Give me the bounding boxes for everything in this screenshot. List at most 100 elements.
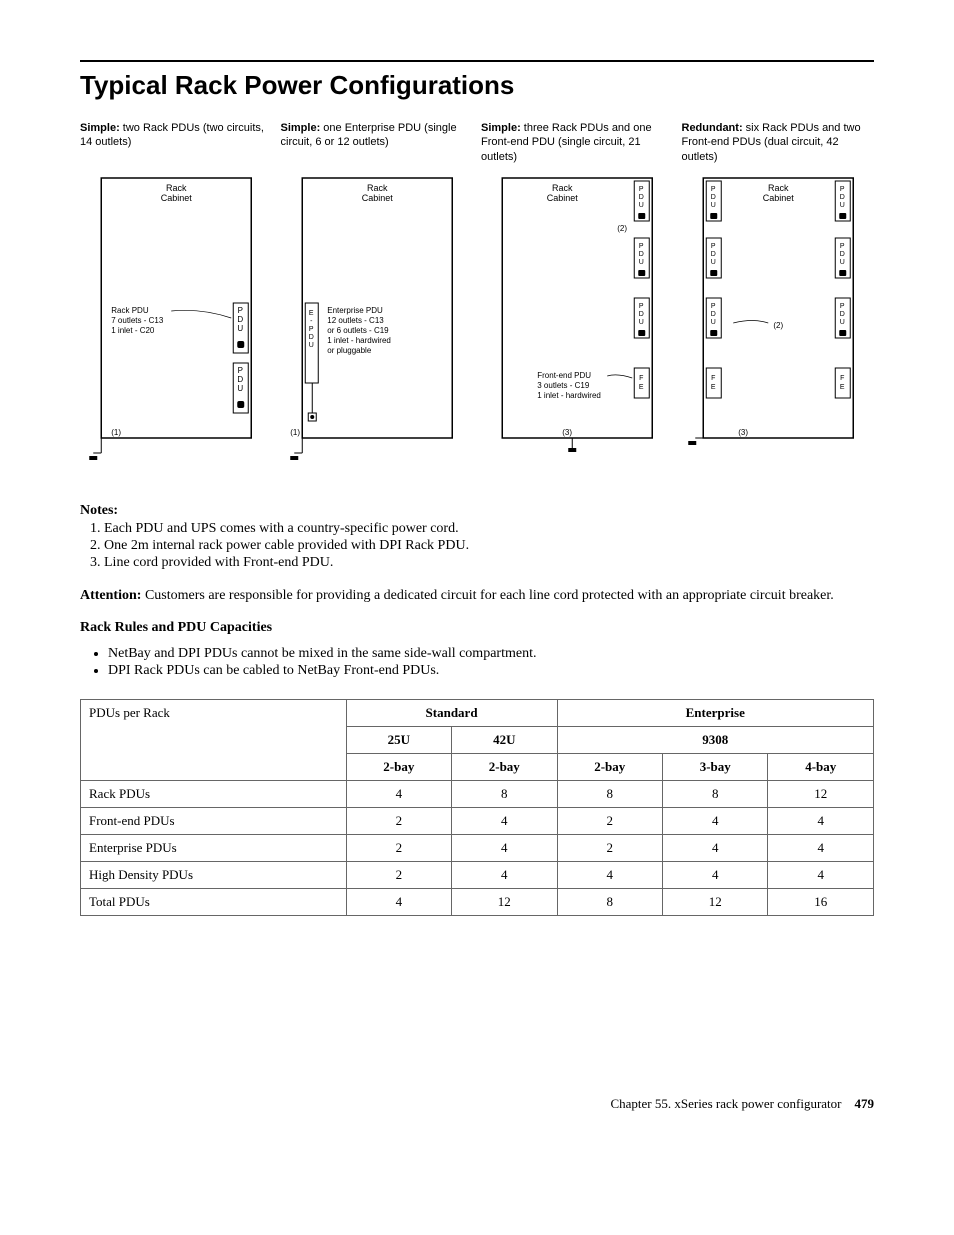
svg-text:D: D	[639, 194, 644, 201]
diagram-row: Simple: two Rack PDUs (two circuits, 14 …	[80, 121, 874, 473]
svg-text:Rack: Rack	[366, 183, 387, 193]
svg-text:Cabinet: Cabinet	[762, 193, 794, 203]
svg-text:U: U	[839, 202, 844, 209]
table-cell: 4	[346, 780, 451, 807]
svg-text:U: U	[237, 324, 243, 333]
rule-item: NetBay and DPI PDUs cannot be mixed in t…	[108, 646, 874, 662]
notes-section: Notes: Each PDU and UPS comes with a cou…	[80, 503, 874, 571]
svg-text:(3): (3)	[562, 428, 572, 437]
note-item: One 2m internal rack power cable provide…	[104, 538, 874, 554]
table-cell: 2	[557, 834, 662, 861]
col-header: 42U	[452, 726, 557, 753]
svg-text:Cabinet: Cabinet	[361, 193, 393, 203]
svg-text:P: P	[639, 243, 644, 250]
table-cell: 4	[662, 834, 767, 861]
svg-text:Enterprise PDU: Enterprise PDU	[327, 306, 383, 315]
page-footer: Chapter 55. xSeries rack power configura…	[80, 1096, 874, 1112]
svg-text:or pluggable: or pluggable	[327, 346, 372, 355]
svg-text:Rack: Rack	[767, 183, 788, 193]
svg-text:P: P	[308, 326, 313, 333]
table-cell: 4	[557, 861, 662, 888]
svg-text:D: D	[710, 251, 715, 258]
svg-text:U: U	[639, 259, 644, 266]
table-cell: 8	[452, 780, 557, 807]
svg-text:F: F	[639, 375, 643, 382]
svg-text:U: U	[710, 259, 715, 266]
table-cell: 4	[452, 834, 557, 861]
table-cell: 2	[346, 807, 451, 834]
table-cell: 8	[662, 780, 767, 807]
svg-text:3 outlets - C19: 3 outlets - C19	[537, 381, 590, 390]
note-item: Each PDU and UPS comes with a country-sp…	[104, 521, 874, 537]
table-cell: 2	[346, 861, 451, 888]
svg-text:P: P	[839, 186, 844, 193]
col-header: 25U	[346, 726, 451, 753]
pdu-capacity-table: PDUs per Rack Standard Enterprise 25U 42…	[80, 699, 874, 916]
svg-text:1 inlet - hardwired: 1 inlet - hardwired	[327, 336, 391, 345]
svg-text:(3): (3)	[738, 428, 748, 437]
svg-text:P: P	[639, 303, 644, 310]
svg-text:Cabinet: Cabinet	[161, 193, 193, 203]
svg-text:F: F	[840, 375, 844, 382]
diagram-redundant: Redundant: six Rack PDUs and two Front-e…	[682, 121, 875, 473]
col-header: 2-bay	[452, 753, 557, 780]
rack-diagram-icon: Rack Cabinet PDU PDU PDU FE PDU	[682, 173, 875, 473]
svg-text:(1): (1)	[111, 428, 121, 437]
svg-text:or 6 outlets - C19: or 6 outlets - C19	[327, 326, 389, 335]
col-header: 2-bay	[346, 753, 451, 780]
svg-text:D: D	[237, 315, 243, 324]
table-cell: 4	[452, 807, 557, 834]
table-cell: 12	[452, 888, 557, 915]
diagram-title: Simple: one Enterprise PDU (single circu…	[281, 121, 474, 165]
diagram-simple-two-rack: Simple: two Rack PDUs (two circuits, 14 …	[80, 121, 273, 473]
svg-text:U: U	[308, 342, 313, 349]
svg-text:U: U	[839, 319, 844, 326]
svg-text:F: F	[711, 375, 715, 382]
diagram-simple-enterprise: Simple: one Enterprise PDU (single circu…	[281, 121, 474, 473]
col-header: Standard	[346, 699, 557, 726]
svg-text:12 outlets - C13: 12 outlets - C13	[327, 316, 384, 325]
col-header: Enterprise	[557, 699, 873, 726]
table-row: Rack PDUs488812	[81, 780, 874, 807]
table-cell: 4	[662, 861, 767, 888]
svg-text:1 inlet - hardwired: 1 inlet - hardwired	[537, 391, 601, 400]
svg-text:D: D	[839, 311, 844, 318]
diagram-title: Simple: three Rack PDUs and one Front-en…	[481, 121, 674, 165]
table-cell: 8	[557, 780, 662, 807]
row-label: Rack PDUs	[81, 780, 347, 807]
svg-text:D: D	[710, 311, 715, 318]
table-row: Total PDUs41281216	[81, 888, 874, 915]
svg-text:D: D	[237, 375, 243, 384]
svg-text:U: U	[237, 384, 243, 393]
svg-text:1 inlet - C20: 1 inlet - C20	[111, 326, 155, 335]
rules-bullets: NetBay and DPI PDUs cannot be mixed in t…	[80, 646, 874, 679]
svg-text:E: E	[639, 384, 644, 391]
svg-text:D: D	[710, 194, 715, 201]
attention-paragraph: Attention: Customers are responsible for…	[80, 587, 874, 606]
table-cell: 12	[662, 888, 767, 915]
col-header: 9308	[557, 726, 873, 753]
footer-chapter: Chapter 55. xSeries rack power configura…	[610, 1096, 841, 1111]
svg-text:E: E	[308, 310, 313, 317]
table-cell: 4	[346, 888, 451, 915]
rack-diagram-icon: Rack Cabinet P D U P D U Rack PDU 7 outl…	[80, 173, 273, 473]
diagram-title: Redundant: six Rack PDUs and two Front-e…	[682, 121, 875, 165]
rack-diagram-icon: Rack Cabinet E - P D U Enterprise PDU 12…	[281, 173, 474, 473]
rules-heading: Rack Rules and PDU Capacities	[80, 620, 874, 636]
table-row: Enterprise PDUs24244	[81, 834, 874, 861]
table-cell: 4	[768, 807, 874, 834]
table-cell: 2	[346, 834, 451, 861]
table-cell: 16	[768, 888, 874, 915]
svg-text:Rack: Rack	[166, 183, 187, 193]
page-title: Typical Rack Power Configurations	[80, 70, 874, 101]
table-row: Front-end PDUs24244	[81, 807, 874, 834]
notes-label: Notes:	[80, 503, 118, 518]
footer-page-number: 479	[855, 1096, 875, 1111]
svg-text:P: P	[238, 366, 243, 375]
col-header: 4-bay	[768, 753, 874, 780]
table-cell: 12	[768, 780, 874, 807]
svg-text:E: E	[710, 384, 715, 391]
rack-diagram-icon: Rack Cabinet P D U (2) P D U P D	[481, 173, 674, 473]
diagram-simple-three-rack: Simple: three Rack PDUs and one Front-en…	[481, 121, 674, 473]
svg-text:U: U	[839, 259, 844, 266]
